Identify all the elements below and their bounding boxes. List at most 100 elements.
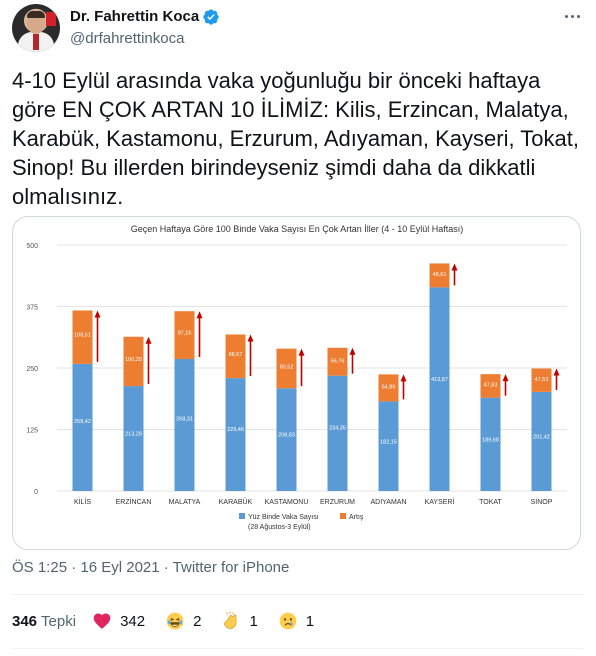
bar-increase xyxy=(429,263,450,288)
legend-swatch-increase xyxy=(340,513,346,519)
bar-base xyxy=(123,386,144,491)
bar-chart-svg: 0 125 250 375 500 258,42 108,51 KİLİS 213,28 100,… xyxy=(26,243,567,531)
reactions-total-label[interactable]: Tepki xyxy=(41,612,77,630)
tweet-media-chart[interactable]: Geçen Haftaya Göre 100 Binde Vaka Sayısı… xyxy=(12,216,581,550)
clapping-hands-icon xyxy=(224,611,237,629)
author-names: Dr. Fahrettin Koca @drfahrettinkoca xyxy=(70,7,220,49)
reaction-heart[interactable]: 342 xyxy=(92,611,145,631)
bar-increase xyxy=(327,347,348,376)
y-tick-label: 375 xyxy=(26,305,38,312)
laughing-face-icon xyxy=(166,612,184,630)
data-label-increase: 47,53 xyxy=(535,377,549,383)
bar-increase xyxy=(72,310,93,364)
author-handle[interactable]: @drfahrettinkoca xyxy=(70,30,185,47)
bar-base xyxy=(429,287,450,491)
x-tick-label: TOKAT xyxy=(479,499,502,506)
data-label-increase: 108,51 xyxy=(74,332,91,338)
bar-base xyxy=(174,358,195,491)
bar-base xyxy=(72,363,93,491)
x-tick-label: KİLİS xyxy=(74,497,91,506)
reactions-bar: 346 Tepki 342 2 1 1 xyxy=(12,611,334,631)
increase-arrow-head xyxy=(247,334,254,342)
tweet-meta[interactable]: ÖS 1:25 · 16 Eyl 2021 · Twitter for iPho… xyxy=(12,559,290,576)
increase-arrow-head xyxy=(349,347,356,355)
data-label-base: 268,31 xyxy=(176,416,193,422)
data-label-increase: 88,67 xyxy=(229,352,243,358)
bar-increase xyxy=(378,374,399,402)
legend-label-increase: Artış xyxy=(349,514,364,521)
increase-arrow-head xyxy=(145,336,152,344)
data-label-base: 182,15 xyxy=(380,440,397,446)
x-tick-label: KARABÜK xyxy=(219,498,253,506)
increase-arrow-head xyxy=(400,374,407,382)
x-tick-label: KAYSERİ xyxy=(425,497,455,506)
data-label-increase: 48,61 xyxy=(433,272,447,278)
bar-base xyxy=(276,388,297,491)
reaction-count: 1 xyxy=(305,612,315,630)
heart-icon xyxy=(93,613,111,629)
bar-increase xyxy=(174,311,195,359)
display-name-text[interactable]: Dr. Fahrettin Koca xyxy=(70,8,200,25)
x-tick-label: MALATYA xyxy=(169,499,201,506)
bar-base xyxy=(531,391,552,491)
reaction-count: 342 xyxy=(120,612,146,630)
data-label-increase: 54,86 xyxy=(382,385,396,391)
chart-title: Geçen Haftaya Göre 100 Binde Vaka Sayısı… xyxy=(130,224,464,234)
x-tick-label: ERZİNCAN xyxy=(116,497,152,506)
data-label-base: 213,28 xyxy=(125,431,142,437)
x-tick-label: ERZURUM xyxy=(320,499,355,506)
increase-arrow-head xyxy=(196,311,203,319)
reaction-count: 1 xyxy=(249,612,258,630)
reactions-total-count[interactable]: 346 xyxy=(12,612,38,630)
reaction-clap[interactable]: 1 xyxy=(221,611,258,631)
bar-increase xyxy=(480,374,501,398)
tweet-header: Dr. Fahrettin Koca @drfahrettinkoca xyxy=(12,4,584,52)
x-tick-label: KASTAMONU xyxy=(265,499,309,506)
divider xyxy=(12,648,584,649)
tweet-text: 4-10 Eylül arasında vaka yoğunluğu bir ö… xyxy=(12,68,579,209)
increase-arrow-head xyxy=(451,263,458,271)
increase-arrow-head xyxy=(94,310,101,318)
data-label-increase: 100,25 xyxy=(125,357,142,363)
legend-label-base: Yüz Binde Vaka Sayısı xyxy=(248,514,319,521)
data-label-base: 229,46 xyxy=(227,427,244,433)
increase-arrow-head xyxy=(553,368,560,376)
more-options-icon[interactable] xyxy=(560,6,584,26)
data-label-increase: 97,15 xyxy=(178,331,192,337)
data-label-base: 201,42 xyxy=(533,434,550,440)
reaction-count: 2 xyxy=(193,612,202,630)
data-label-increase: 80,52 xyxy=(280,364,294,370)
bar-increase xyxy=(276,348,297,389)
data-label-base: 208,83 xyxy=(278,432,295,438)
legend-swatch-base xyxy=(239,513,245,519)
data-label-base: 189,68 xyxy=(482,438,499,444)
y-tick-label: 250 xyxy=(26,366,38,373)
data-label-increase: 47,83 xyxy=(484,383,498,389)
data-label-base: 413,87 xyxy=(431,377,448,383)
author-display-name[interactable]: Dr. Fahrettin Koca xyxy=(70,7,220,27)
bar-base xyxy=(225,378,246,491)
bar-base xyxy=(327,375,348,491)
y-tick-label: 500 xyxy=(26,243,38,250)
avatar[interactable] xyxy=(12,4,60,52)
bar-base xyxy=(480,397,501,491)
reaction-cry[interactable]: 1 xyxy=(278,611,314,631)
data-label-base: 234,35 xyxy=(329,426,346,432)
bar-increase xyxy=(531,368,552,392)
data-label-increase: 56,76 xyxy=(331,358,345,364)
bar-base xyxy=(378,401,399,491)
bar-increase xyxy=(225,334,246,379)
y-tick-label: 0 xyxy=(34,489,38,496)
x-tick-label: ADIYAMAN xyxy=(370,499,406,506)
increase-arrow-head xyxy=(502,374,509,382)
reaction-laugh[interactable]: 2 xyxy=(165,611,201,631)
crying-face-icon xyxy=(279,612,297,630)
legend-subtitle: (28 Ağustos-3 Eylül) xyxy=(248,524,311,531)
y-tick-label: 125 xyxy=(26,428,38,435)
increase-arrow-head xyxy=(298,348,305,356)
verified-badge-icon xyxy=(203,9,219,25)
chart: Geçen Haftaya Göre 100 Binde Vaka Sayısı… xyxy=(17,219,577,547)
data-label-base: 258,42 xyxy=(74,419,91,425)
bar-increase xyxy=(123,336,144,387)
divider xyxy=(12,594,584,595)
